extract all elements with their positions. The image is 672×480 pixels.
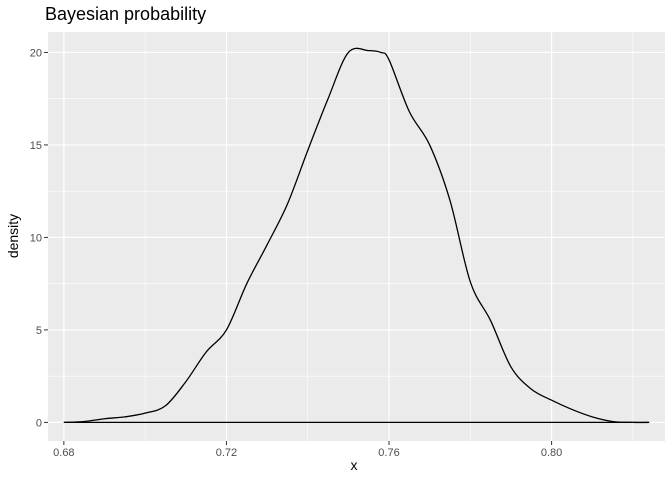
y-axis: 0 5 10 15 20 (30, 47, 48, 429)
x-tick-label: 0.72 (216, 447, 237, 459)
density-marks (63, 47, 650, 424)
y-tick-label: 10 (30, 232, 42, 244)
y-axis-title: density (5, 214, 21, 258)
x-axis-title: x (351, 457, 358, 473)
chart-title: Bayesian probability (45, 4, 206, 24)
y-tick-label: 20 (30, 47, 42, 59)
density-curve (63, 47, 650, 424)
y-tick-label: 0 (36, 417, 42, 429)
x-tick-label: 0.80 (541, 447, 562, 459)
y-tick-label: 5 (36, 325, 42, 337)
x-tick-label: 0.76 (378, 447, 399, 459)
x-tick-label: 0.68 (53, 447, 74, 459)
plot-panel (48, 32, 665, 441)
y-tick-label: 15 (30, 140, 42, 152)
x-axis: 0.68 0.72 0.76 0.80 (53, 441, 562, 459)
grid-minor (48, 32, 665, 441)
